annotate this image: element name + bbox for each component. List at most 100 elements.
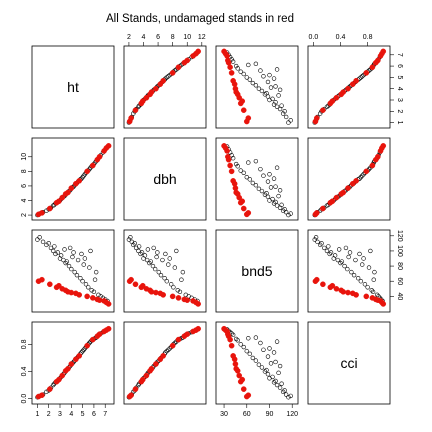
point-cci-bnd5-s0-3 xyxy=(280,389,286,395)
point-bnd5-ht-s0-40 xyxy=(67,245,73,251)
point-ht-bnd5-s0-14 xyxy=(259,88,265,94)
point-bnd5-ht-s1-14 xyxy=(68,289,75,296)
point-cci-bnd5-s0-19 xyxy=(265,354,271,359)
point-bnd5-ht-s1-17 xyxy=(62,287,69,294)
point-bnd5-ht-s0-16 xyxy=(70,254,75,260)
point-dbh-bnd5-s0-14 xyxy=(259,188,265,194)
point-ht-dbh-s0-22 xyxy=(166,74,171,79)
tick-label-left-dbh-1: 4 xyxy=(21,198,28,202)
point-dbh-cci-s1-7 xyxy=(353,178,359,184)
point-bnd5-ht-s0-41 xyxy=(88,248,93,254)
point-ht-bnd5-s0-26 xyxy=(235,66,240,71)
point-cci-ht-s1-13 xyxy=(89,336,96,343)
point-bnd5-ht-s1-2 xyxy=(47,281,53,288)
point-cci-bnd5-s1-17 xyxy=(234,367,241,374)
point-bnd5-cci-s1-1 xyxy=(313,276,320,283)
point-ht-dbh-s1-15 xyxy=(139,98,146,104)
point-ht-cci-s1-7 xyxy=(353,77,359,84)
point-cci-ht-s1-17 xyxy=(62,367,69,374)
point-bnd5-dbh-s0-25 xyxy=(172,265,178,270)
point-cci-bnd5-s0-4 xyxy=(282,388,287,393)
point-dbh-cci-s0-21 xyxy=(358,174,364,180)
point-cci-bnd5-s0-34 xyxy=(276,370,281,376)
point-bnd5-cci-s1-17 xyxy=(338,287,345,294)
point-ht-dbh-s0-21 xyxy=(164,75,170,80)
point-cci-bnd5-s0-26 xyxy=(235,338,240,343)
point-cci-dbh-s0-36 xyxy=(167,346,172,351)
point-bnd5-ht-s0-1 xyxy=(37,235,42,240)
point-bnd5-dbh-s1-12 xyxy=(195,301,201,307)
point-ht-bnd5-s0-20 xyxy=(247,77,253,82)
point-ht-bnd5-s0-7 xyxy=(271,102,277,107)
point-ht-bnd5-s1-12 xyxy=(221,48,227,55)
point-dbh-bnd5-s1-2 xyxy=(240,205,247,212)
point-cci-bnd5-s0-15 xyxy=(256,362,262,367)
point-ht-bnd5-s0-2 xyxy=(283,114,289,120)
point-ht-cci-s0-21 xyxy=(358,75,364,80)
point-dbh-cci-s1-8 xyxy=(363,168,370,175)
point-bnd5-ht-s1-1 xyxy=(39,276,45,283)
point-bnd5-dbh-s1-2 xyxy=(132,281,139,288)
point-bnd5-dbh-s1-15 xyxy=(139,282,146,289)
tick-label-right-ht-2: 3 xyxy=(396,98,403,102)
point-cci-dbh-s1-13 xyxy=(175,336,182,343)
point-bnd5-cci-s1-8 xyxy=(363,293,370,300)
point-dbh-bnd5-s0-1 xyxy=(288,211,293,216)
point-dbh-ht-s1-15 xyxy=(56,198,62,205)
point-bnd5-ht-s0-25 xyxy=(87,265,92,270)
point-ht-cci-s0-22 xyxy=(360,74,365,79)
point-bnd5-ht-s0-15 xyxy=(69,266,74,272)
point-bnd5-dbh-s0-16 xyxy=(154,254,159,260)
point-cci-bnd5-s1-7 xyxy=(230,353,236,359)
point-ht-bnd5-s0-19 xyxy=(265,79,271,85)
point-cci-bnd5-s1-8 xyxy=(228,342,235,349)
chart-title: All Stands, undamaged stands in red xyxy=(106,13,294,25)
point-dbh-ht-s1-7 xyxy=(76,178,83,184)
point-bnd5-ht-s1-16 xyxy=(96,297,103,303)
point-cci-dbh-s0-22 xyxy=(166,347,171,352)
point-ht-bnd5-s0-25 xyxy=(258,68,263,73)
tick-label-bottom-bnd5-2: 90 xyxy=(266,411,274,418)
point-bnd5-cci-s0-7 xyxy=(327,251,332,257)
point-cci-ht-s0-3 xyxy=(44,389,49,395)
point-ht-bnd5-s1-7 xyxy=(230,77,236,84)
tick-label-bottom-ht-6: 7 xyxy=(103,411,107,418)
point-ht-bnd5-s1-15 xyxy=(239,98,246,104)
point-dbh-cci-s1-14 xyxy=(345,185,351,191)
point-bnd5-dbh-s0-10 xyxy=(142,253,148,258)
point-dbh-bnd5-s1-17 xyxy=(234,191,241,197)
tick-label-right-bnd5-1: 60 xyxy=(396,277,403,285)
point-dbh-ht-s1-16 xyxy=(96,153,103,160)
point-bnd5-cci-s0-27 xyxy=(370,289,376,295)
point-dbh-bnd5-s0-23 xyxy=(241,170,246,176)
point-bnd5-dbh-s0-22 xyxy=(166,262,171,267)
tick-label-left-dbh-4: 10 xyxy=(21,153,28,161)
point-bnd5-dbh-s0-11 xyxy=(144,257,150,263)
point-cci-bnd5-s0-20 xyxy=(247,351,253,357)
point-bnd5-ht-s1-7 xyxy=(76,292,83,298)
point-bnd5-dbh-s0-7 xyxy=(138,251,143,257)
point-ht-dbh-s0-6 xyxy=(136,104,141,109)
point-dbh-cci-s1-2 xyxy=(320,205,326,212)
point-ht-dbh-s1-7 xyxy=(160,77,166,84)
point-ht-bnd5-s0-36 xyxy=(267,72,272,78)
point-dbh-bnd5-s1-14 xyxy=(232,185,239,191)
point-dbh-cci-s1-16 xyxy=(375,153,381,160)
point-dbh-cci-s1-12 xyxy=(380,143,387,149)
point-dbh-bnd5-s1-1 xyxy=(245,210,252,216)
point-bnd5-cci-s0-20 xyxy=(355,275,361,281)
point-ht-dbh-s1-12 xyxy=(195,48,201,55)
point-dbh-bnd5-s0-38 xyxy=(246,160,251,165)
point-dbh-bnd5-s0-40 xyxy=(277,188,283,193)
point-bnd5-dbh-s1-13 xyxy=(175,295,182,301)
point-bnd5-dbh-s0-39 xyxy=(163,251,168,257)
point-cci-ht-s1-16 xyxy=(96,331,103,337)
point-bnd5-cci-s0-25 xyxy=(366,265,372,270)
point-bnd5-ht-s0-19 xyxy=(75,257,81,263)
point-cci-dbh-s1-2 xyxy=(132,386,139,392)
point-cci-bnd5-s0-0 xyxy=(286,395,291,400)
point-bnd5-cci-s0-16 xyxy=(346,254,351,260)
point-bnd5-ht-s0-3 xyxy=(44,242,49,248)
point-cci-ht-s0-22 xyxy=(81,347,86,352)
